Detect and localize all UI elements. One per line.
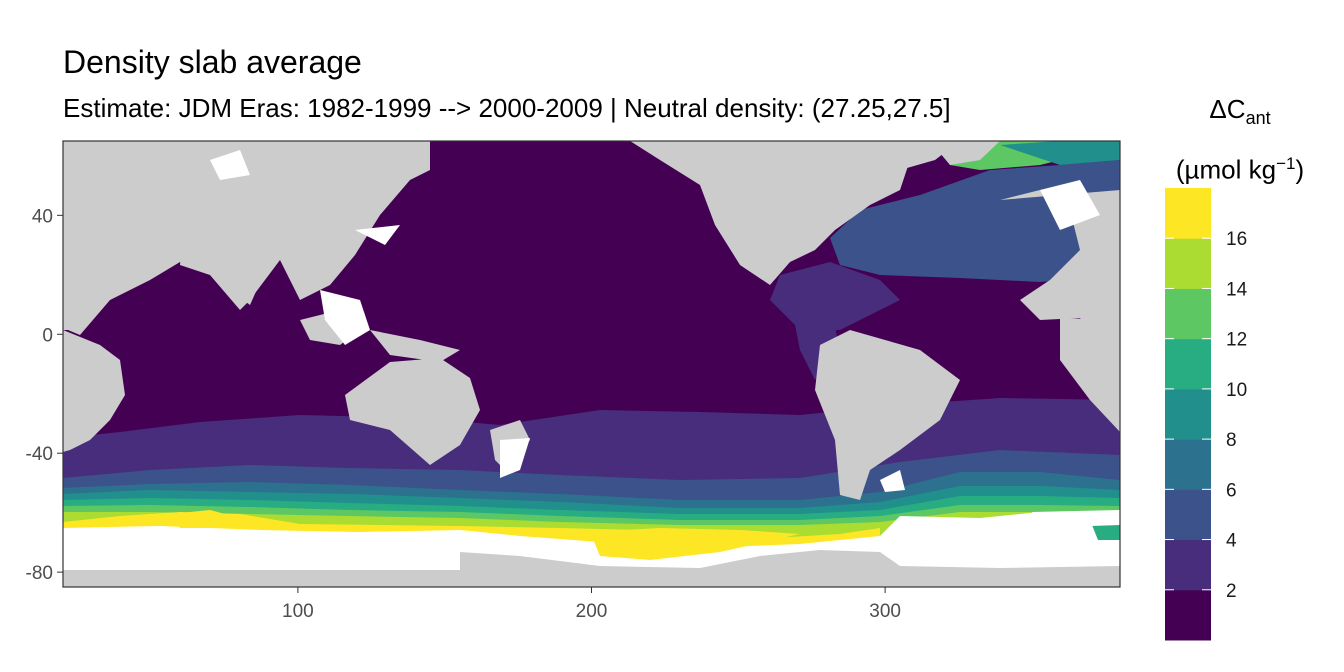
y-tick-label: -80	[26, 563, 53, 584]
antarctic-shelf-high-west	[170, 510, 240, 528]
x-tick-label: 300	[869, 601, 901, 622]
x-tick-label: 200	[576, 601, 608, 622]
legend-colorbar: 2 4 6 8 10 12 14 16	[1165, 188, 1248, 641]
map-subtitle: Estimate: JDM Eras: 1982-1999 --> 2000-2…	[63, 93, 951, 123]
legend-label: 8	[1226, 430, 1237, 451]
legend-swatch	[1165, 288, 1211, 340]
legend-swatch	[1165, 439, 1211, 490]
legend-swatch	[1165, 238, 1211, 289]
legend-label: 12	[1226, 330, 1247, 351]
legend-unit-exponent: −1	[1276, 154, 1296, 174]
legend-label: 16	[1226, 229, 1247, 250]
legend-label: 14	[1226, 279, 1248, 300]
nordic-sea-mid	[1000, 141, 1120, 165]
legend-symbol: ΔC	[1209, 94, 1246, 124]
y-tick-label: -40	[26, 444, 53, 465]
map-title: Density slab average	[63, 44, 362, 80]
x-axis: 100 200 300	[282, 587, 901, 622]
legend-label: 6	[1226, 480, 1237, 501]
legend-swatch	[1165, 338, 1211, 390]
no-data-patches	[210, 150, 1120, 528]
legend-unit: (µmol kg	[1175, 154, 1277, 185]
legend-swatch	[1165, 539, 1211, 591]
legend-title: ΔCant (µmol kg−1)	[1160, 86, 1320, 193]
legend-swatch	[1165, 589, 1211, 641]
legend-swatch	[1165, 489, 1211, 541]
legend-label: 4	[1226, 531, 1237, 552]
land	[63, 141, 1120, 587]
y-tick-label: 0	[42, 325, 53, 346]
legend-subscript: ant	[1245, 108, 1271, 129]
y-tick-label: 40	[32, 206, 53, 227]
antarctic-shelf-high	[590, 528, 800, 560]
x-tick-label: 100	[282, 601, 314, 622]
legend-unit-close: )	[1295, 154, 1305, 185]
legend-swatch	[1165, 388, 1211, 440]
legend-swatch	[1165, 188, 1211, 239]
y-axis: 40 0 -40 -80	[26, 206, 63, 584]
legend-label: 10	[1226, 380, 1247, 401]
legend-label: 2	[1226, 581, 1237, 602]
